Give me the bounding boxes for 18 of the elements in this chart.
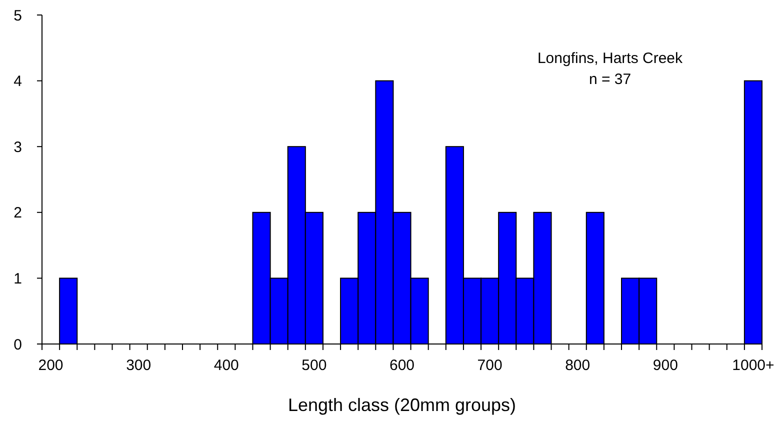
x-tick-label: 900 bbox=[652, 357, 678, 374]
x-tick-label: 800 bbox=[565, 357, 590, 374]
x-tick-label: 700 bbox=[477, 357, 502, 374]
annotation: Longfins, Harts Creek bbox=[537, 50, 684, 67]
y-tick-label: 1 bbox=[14, 270, 22, 288]
x-tick-label: 300 bbox=[126, 357, 152, 374]
y-tick-label: 4 bbox=[14, 73, 22, 90]
x-tick-label: 200 bbox=[38, 357, 64, 374]
x-tick-label: 600 bbox=[389, 357, 415, 374]
y-tick-label: 5 bbox=[14, 7, 22, 24]
x-tick-label: 500 bbox=[302, 357, 327, 374]
y-tick-label: 3 bbox=[14, 138, 22, 156]
y-tick-label: 2 bbox=[14, 204, 22, 222]
x-tick-label: 400 bbox=[214, 357, 239, 374]
x-axis-title: Length class (20mm groups) bbox=[288, 395, 516, 415]
x-tick-label: 1000+ bbox=[732, 357, 775, 374]
y-tick-label: 0 bbox=[14, 336, 22, 354]
annotation: n = 37 bbox=[588, 71, 632, 88]
